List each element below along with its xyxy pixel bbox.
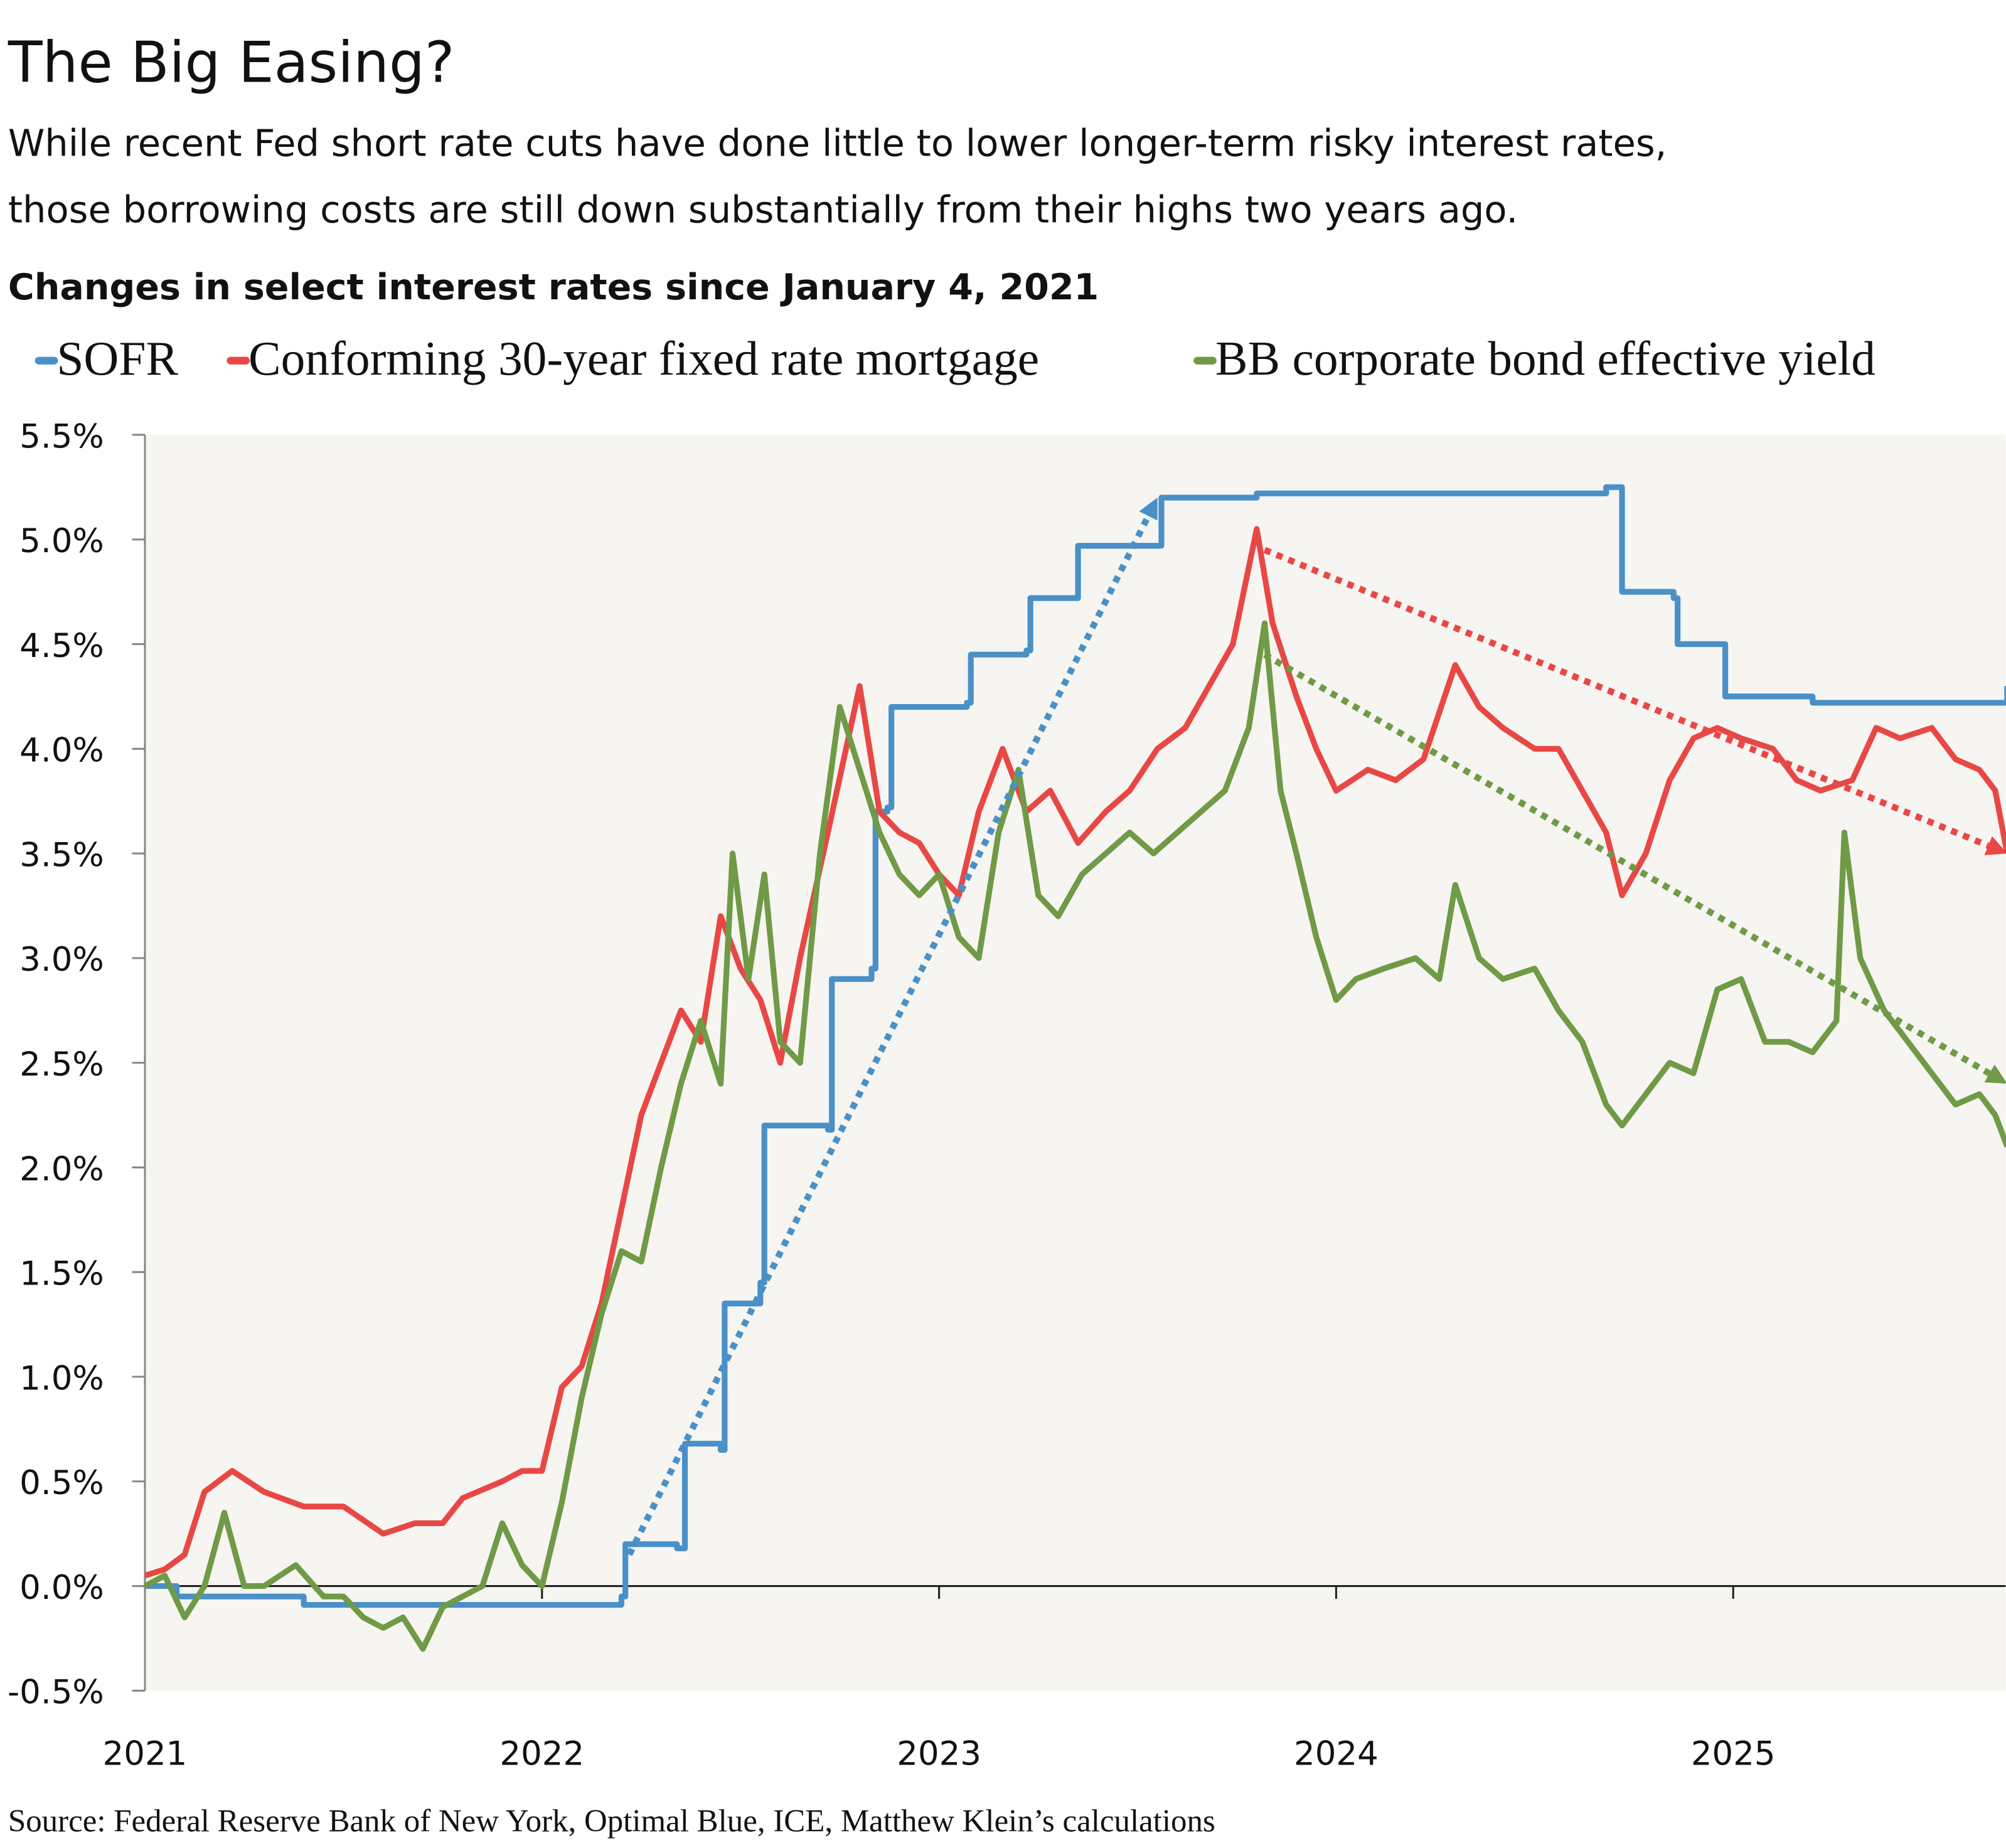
y-tick-label: 3.0% [19,941,104,979]
trend-arrow-line [1263,547,1990,849]
legend-label: SOFR [56,331,178,385]
trend-arrow-head [1984,836,2006,855]
y-tick-label: 3.5% [19,836,104,874]
y-tick-label: 1.5% [19,1255,104,1293]
series-lines [143,484,2006,1652]
x-tick-label: 2023 [897,1735,981,1773]
trend-arrow-head [1139,498,1158,521]
x-tick-label: 2024 [1294,1735,1379,1773]
page-title: The Big Easing? [8,30,455,95]
trend-arrow-line [626,514,1151,1556]
trend-arrow-head [1984,1064,2006,1084]
y-tick-label: 4.0% [19,732,104,770]
chart-heading: Changes in select interest rates since J… [8,267,1099,308]
legend-label: Conforming 30-year fixed rate mortgage [248,331,1039,385]
series-line [143,620,2006,1652]
y-tick-label: -0.5% [8,1674,104,1712]
series-line [144,526,2006,1579]
subtitle-line-2: those borrowing costs are still down sub… [8,188,1518,232]
series-line [144,484,2006,1608]
y-tick-label: 5.5% [19,417,104,456]
y-tick-label: 2.0% [19,1150,104,1188]
subtitle-line-1: While recent Fed short rate cuts have do… [8,122,1667,165]
legend: SOFR Conforming 30-year fixed rate mortga… [35,331,1875,385]
x-tick-label: 2025 [1691,1735,1776,1773]
x-tick-label: 2022 [499,1735,584,1773]
trend-arrows [626,498,2006,1556]
axes: -0.5% 0.0% 0.5% 1.0% 1.5% 2.0% 2.5% 3.0% 3.5% 4.0… [8,417,2006,1773]
legend-label: BB corporate bond effective yield [1215,331,1875,385]
x-tick-label: 2021 [103,1735,188,1773]
y-tick-label: 2.5% [19,1045,104,1084]
y-tick-label: 5.0% [19,522,104,560]
y-tick-label: 4.5% [19,627,104,665]
y-tick-label: 0.5% [19,1464,104,1502]
plot-background [144,434,2006,1691]
y-tick-label: 1.0% [19,1359,104,1397]
source-note: Source: Federal Reserve Bank of New York… [8,1804,1215,1839]
y-tick-label: 0.0% [19,1569,104,1607]
